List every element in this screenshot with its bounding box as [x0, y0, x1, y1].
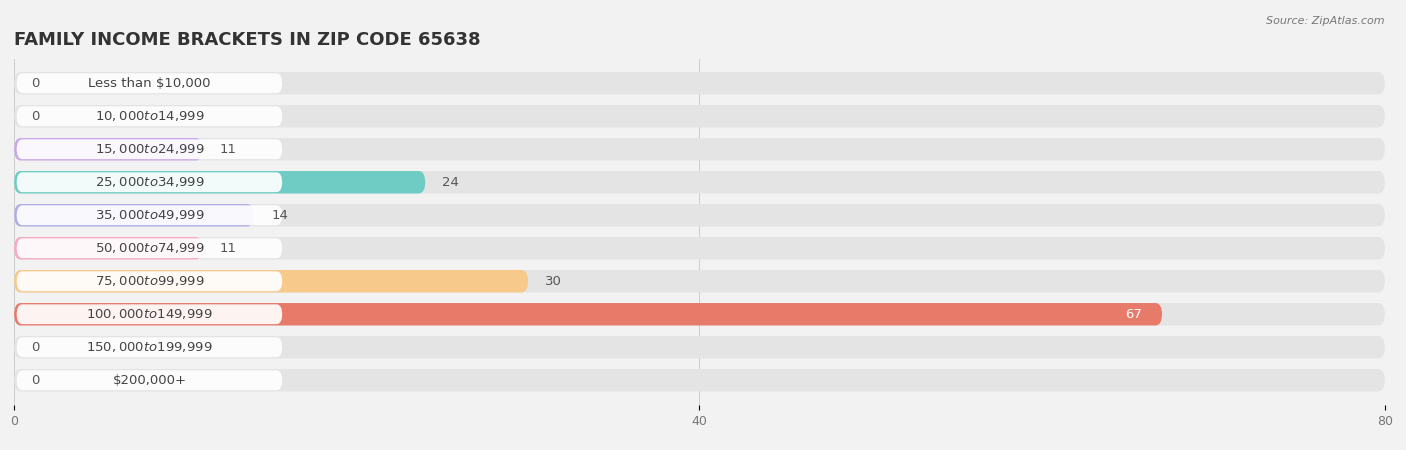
- Text: Source: ZipAtlas.com: Source: ZipAtlas.com: [1267, 16, 1385, 26]
- FancyBboxPatch shape: [14, 138, 202, 161]
- Text: 0: 0: [31, 341, 39, 354]
- Text: $35,000 to $49,999: $35,000 to $49,999: [94, 208, 204, 222]
- FancyBboxPatch shape: [14, 237, 202, 260]
- FancyBboxPatch shape: [17, 304, 283, 324]
- Text: $150,000 to $199,999: $150,000 to $199,999: [86, 340, 212, 354]
- Text: 11: 11: [219, 242, 236, 255]
- Text: $10,000 to $14,999: $10,000 to $14,999: [94, 109, 204, 123]
- FancyBboxPatch shape: [14, 204, 254, 226]
- FancyBboxPatch shape: [17, 106, 283, 126]
- FancyBboxPatch shape: [14, 237, 1385, 260]
- Text: 0: 0: [31, 77, 39, 90]
- FancyBboxPatch shape: [17, 73, 283, 93]
- FancyBboxPatch shape: [17, 140, 283, 159]
- FancyBboxPatch shape: [14, 369, 1385, 392]
- FancyBboxPatch shape: [14, 336, 1385, 359]
- Text: $15,000 to $24,999: $15,000 to $24,999: [94, 142, 204, 156]
- FancyBboxPatch shape: [17, 238, 283, 258]
- Text: 30: 30: [546, 275, 562, 288]
- FancyBboxPatch shape: [14, 303, 1385, 325]
- Text: $100,000 to $149,999: $100,000 to $149,999: [86, 307, 212, 321]
- Text: 14: 14: [271, 209, 288, 222]
- FancyBboxPatch shape: [14, 270, 1385, 292]
- FancyBboxPatch shape: [17, 172, 283, 192]
- Text: 0: 0: [31, 374, 39, 387]
- FancyBboxPatch shape: [17, 338, 283, 357]
- FancyBboxPatch shape: [17, 370, 283, 390]
- FancyBboxPatch shape: [14, 138, 1385, 161]
- FancyBboxPatch shape: [14, 303, 1163, 325]
- Text: $25,000 to $34,999: $25,000 to $34,999: [94, 175, 204, 189]
- FancyBboxPatch shape: [14, 270, 529, 292]
- FancyBboxPatch shape: [17, 205, 283, 225]
- Text: 0: 0: [31, 110, 39, 123]
- Text: $200,000+: $200,000+: [112, 374, 187, 387]
- Text: FAMILY INCOME BRACKETS IN ZIP CODE 65638: FAMILY INCOME BRACKETS IN ZIP CODE 65638: [14, 31, 481, 49]
- Text: 24: 24: [443, 176, 460, 189]
- FancyBboxPatch shape: [14, 105, 1385, 127]
- Text: Less than $10,000: Less than $10,000: [89, 77, 211, 90]
- Text: $75,000 to $99,999: $75,000 to $99,999: [94, 274, 204, 288]
- Text: 67: 67: [1125, 308, 1142, 321]
- FancyBboxPatch shape: [14, 72, 1385, 94]
- Text: $50,000 to $74,999: $50,000 to $74,999: [94, 241, 204, 255]
- FancyBboxPatch shape: [14, 204, 1385, 226]
- FancyBboxPatch shape: [14, 171, 1385, 194]
- FancyBboxPatch shape: [17, 271, 283, 291]
- FancyBboxPatch shape: [14, 171, 425, 194]
- Text: 11: 11: [219, 143, 236, 156]
